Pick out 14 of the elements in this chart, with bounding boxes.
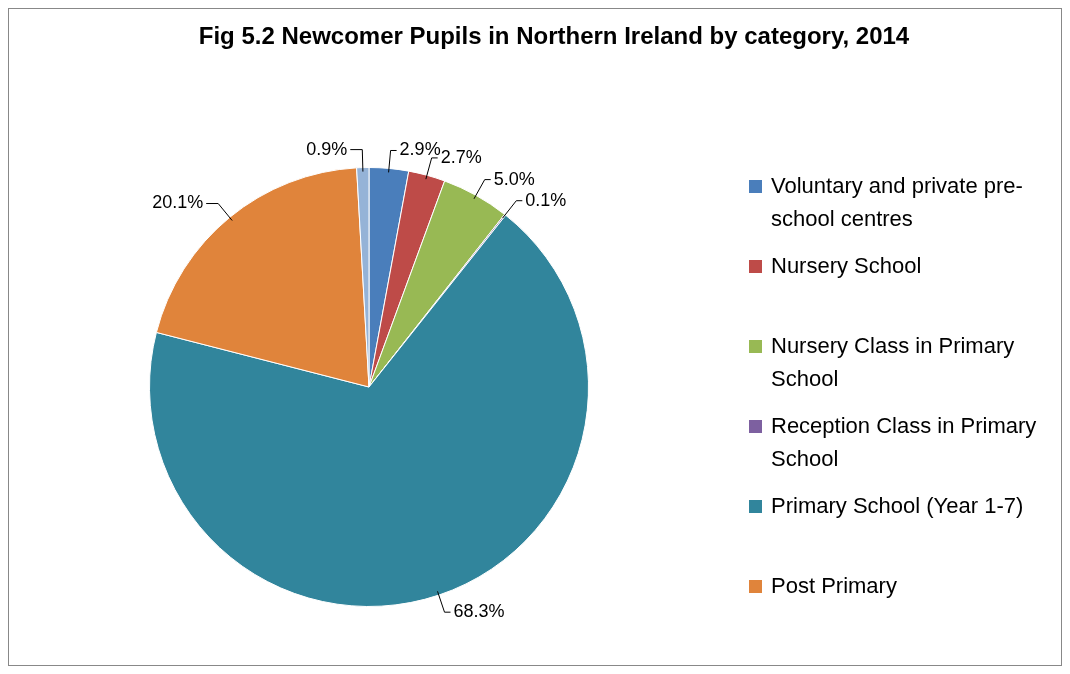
chart-title: Fig 5.2 Newcomer Pupils in Northern Ireland by category, 2014: [197, 21, 911, 51]
data-label: 5.0%: [493, 168, 535, 189]
data-label: 0.9%: [306, 138, 348, 159]
data-label: 0.1%: [525, 189, 567, 210]
legend-label: Voluntary and private pre-school centres: [771, 173, 1023, 231]
legend-label: Reception Class in Primary School: [771, 413, 1037, 471]
data-label: 2.9%: [399, 139, 441, 160]
legend-label: Nursery Class in Primary School: [771, 333, 1015, 391]
data-label: 68.3%: [453, 601, 505, 622]
data-label: 2.7%: [440, 146, 482, 167]
legend-label: Primary School (Year 1-7): [771, 493, 1024, 518]
legend-label: Post Primary: [771, 573, 897, 598]
data-label: 20.1%: [152, 192, 204, 213]
legend-label: Nursery School: [771, 253, 922, 278]
